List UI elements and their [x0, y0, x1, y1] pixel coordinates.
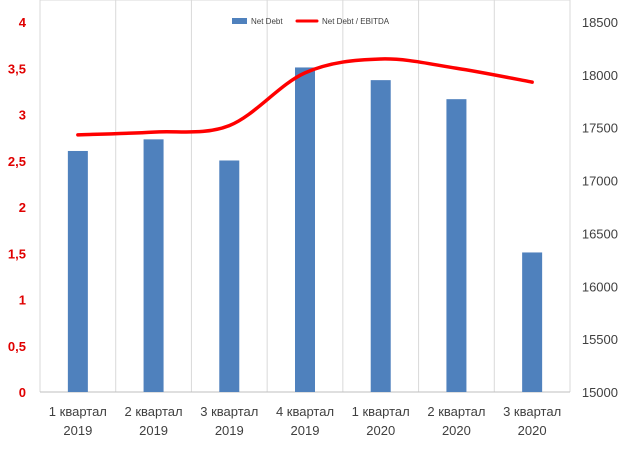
- x-axis-tick-label: 2 квартал: [427, 404, 485, 419]
- bar-net-debt: [143, 139, 164, 392]
- left-axis-tick-label: 0,5: [8, 339, 26, 354]
- x-axis-tick-label: 2019: [139, 423, 168, 438]
- x-axis-tick-label: 2020: [518, 423, 547, 438]
- legend-swatch-net-debt: [232, 18, 247, 24]
- left-axis-tick-label: 4: [19, 15, 27, 30]
- legend-label-net-debt-ebitda: Net Debt / EBITDA: [322, 17, 390, 26]
- bar-net-debt: [446, 99, 467, 393]
- x-axis: 1 квартал 2019 2 квартал 2019 3 квартал 2019 4…: [49, 404, 561, 438]
- x-axis-tick-label: 2019: [215, 423, 244, 438]
- right-axis-tick-label: 18000: [582, 68, 618, 83]
- left-axis: 0 0,5 1 1,5 2 2,5 3 3,5 4: [8, 15, 27, 400]
- bar-net-debt: [370, 80, 391, 393]
- left-axis-tick-label: 3,5: [8, 61, 26, 76]
- x-axis-tick-label: 2 квартал: [125, 404, 183, 419]
- x-axis-tick-label: 2019: [63, 423, 92, 438]
- bar-net-debt: [219, 160, 240, 392]
- line-net-debt-ebitda: [76, 57, 534, 137]
- right-axis-tick-label: 16000: [582, 279, 618, 294]
- x-axis-tick-label: 3 квартал: [503, 404, 561, 419]
- x-axis-tick-label: 2019: [291, 423, 320, 438]
- x-axis-tick-label: 1 квартал: [352, 404, 410, 419]
- right-axis-tick-label: 17500: [582, 121, 618, 136]
- right-axis-tick-label: 18500: [582, 15, 618, 30]
- x-axis-tick-label: 3 квартал: [200, 404, 258, 419]
- line-layer: [76, 57, 534, 137]
- x-axis-tick-label: 2020: [442, 423, 471, 438]
- left-axis-tick-label: 2,5: [8, 154, 26, 169]
- x-axis-tick-label: 4 квартал: [276, 404, 334, 419]
- x-axis-tick-label: 1 квартал: [49, 404, 107, 419]
- left-axis-tick-label: 3: [19, 108, 26, 123]
- right-axis-tick-label: 16500: [582, 226, 618, 241]
- right-axis-tick-label: 15500: [582, 332, 618, 347]
- x-axis-tick-label: 2020: [366, 423, 395, 438]
- left-axis-tick-label: 1: [19, 293, 26, 308]
- right-axis: 15000 15500 16000 16500 17000 17500 18000 18500: [582, 15, 618, 400]
- left-axis-tick-label: 2: [19, 200, 26, 215]
- bar-net-debt: [295, 67, 315, 392]
- left-axis-tick-label: 1,5: [8, 246, 26, 261]
- right-axis-tick-label: 15000: [582, 385, 618, 400]
- right-axis-tick-label: 17000: [582, 174, 618, 189]
- bar-net-debt: [522, 252, 543, 392]
- legend: Net Debt Net Debt / EBITDA: [232, 17, 390, 26]
- legend-label-net-debt: Net Debt: [251, 17, 283, 26]
- bar-layer: [67, 67, 543, 393]
- left-axis-tick-label: 0: [19, 385, 26, 400]
- bar-net-debt: [67, 150, 88, 392]
